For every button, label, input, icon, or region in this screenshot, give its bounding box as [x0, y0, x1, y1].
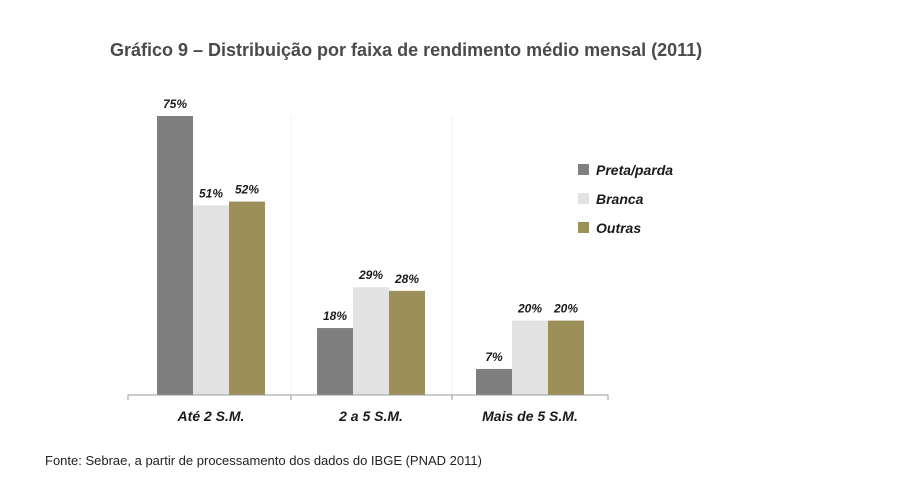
data-label-preta-parda-mais-de-5-s-m: 7%	[485, 350, 503, 364]
data-label-preta-parda-2-a-5-s-m: 18%	[323, 309, 347, 323]
legend-label-branca: Branca	[596, 190, 644, 207]
data-label-outras-mais-de-5-s-m: 20%	[553, 302, 578, 316]
data-label-branca-ate-2-s-m: 51%	[199, 186, 223, 200]
legend-item-outras: Outras	[578, 213, 673, 242]
bar-outras-mais-de-5-s-m	[548, 320, 584, 395]
x-axis: Até 2 S.M. 2 a 5 S.M. Mais de 5 S.M.	[127, 116, 609, 424]
legend-label-outras: Outras	[596, 219, 642, 236]
legend-swatch-preta-parda	[578, 164, 589, 175]
category-label-mais-de-5-s-m: Mais de 5 S.M.	[482, 408, 578, 424]
data-label-branca-mais-de-5-s-m: 20%	[517, 302, 542, 316]
bar-outras-2-a-5-s-m	[389, 290, 425, 395]
chart-title: Gráfico 9 – Distribuição por faixa de re…	[110, 40, 703, 60]
bar-preta-parda-2-a-5-s-m	[317, 328, 353, 395]
data-label-preta-parda-ate-2-s-m: 75%	[163, 97, 187, 111]
category-label-ate-2-s-m: Até 2 S.M.	[177, 408, 245, 424]
legend-swatch-branca	[578, 193, 589, 204]
bar-branca-ate-2-s-m	[193, 205, 229, 395]
bar-outras-ate-2-s-m	[229, 201, 265, 395]
bar-branca-2-a-5-s-m	[353, 287, 389, 395]
legend-swatch-outras	[578, 222, 589, 233]
legend-item-preta-parda: Preta/parda	[578, 155, 673, 184]
bar-preta-parda-ate-2-s-m	[157, 116, 193, 395]
data-label-outras-ate-2-s-m: 52%	[235, 183, 259, 197]
legend: Preta/parda Branca Outras	[578, 155, 673, 242]
source-note: Fonte: Sebrae, a partir de processamento…	[45, 453, 482, 468]
data-label-branca-2-a-5-s-m: 29%	[358, 268, 383, 282]
bar-branca-mais-de-5-s-m	[512, 320, 548, 395]
bar-preta-parda-mais-de-5-s-m	[476, 368, 512, 395]
data-label-outras-2-a-5-s-m: 28%	[394, 272, 419, 286]
legend-label-preta-parda: Preta/parda	[596, 161, 674, 178]
category-label-2-a-5-s-m: 2 a 5 S.M.	[338, 408, 403, 424]
bars-layer: 75% 51% 52% 18% 29% 28% 7% 20% 20%	[157, 97, 584, 395]
legend-item-branca: Branca	[578, 184, 673, 213]
